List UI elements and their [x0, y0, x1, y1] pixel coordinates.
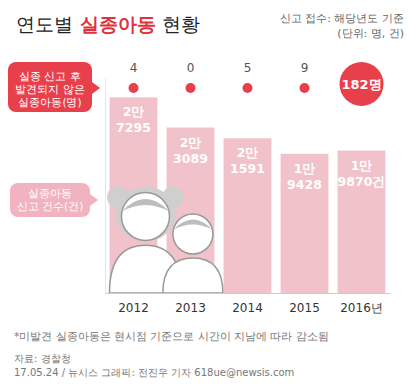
data-label: 9 — [301, 61, 309, 75]
text-line: 9428 — [287, 177, 322, 192]
tick-label: 2014 — [232, 301, 263, 315]
data-label: 2만1591 — [230, 145, 265, 176]
tick-label: 2012 — [118, 301, 149, 315]
hair — [173, 220, 213, 231]
text-line: 실종아동 — [28, 187, 72, 199]
text-line: 신고 건수(건) — [17, 200, 84, 212]
hair — [121, 199, 169, 212]
legend-pointer — [92, 82, 100, 94]
tick-label: 2015 — [289, 301, 320, 315]
text-line: 3089 — [173, 151, 208, 166]
head — [121, 192, 169, 240]
y-axis — [105, 79, 106, 294]
tick-label: 2016년 — [340, 301, 383, 315]
bars — [110, 97, 386, 293]
x-axis-line — [106, 293, 391, 294]
note: *미발견 실종아동은 현시점 기준으로 시간이 지남에 따라 감소됨 — [14, 330, 329, 342]
text-line: 2만 — [123, 104, 145, 119]
data-label: 1만9428 — [287, 161, 322, 192]
chart: 연도별 실종아동 현황신고 접수: 해당년도 기준(단위: 명, 건)20122… — [0, 0, 416, 389]
legend-pointer — [90, 194, 98, 206]
legend-box — [8, 62, 92, 112]
tick: 2015 — [289, 293, 320, 315]
y-axis-line — [105, 79, 106, 294]
dot — [340, 62, 384, 106]
text-line: 9870건 — [338, 174, 386, 189]
text-line: 2만 — [237, 145, 259, 160]
dot — [129, 83, 139, 93]
text-line: 1만 — [294, 161, 316, 176]
data-label: 0 — [187, 61, 195, 75]
tick-label: 2013 — [175, 301, 206, 315]
note: 자료: 경찰청 — [14, 353, 71, 364]
text-line: 발견되지 않은 — [15, 83, 84, 95]
head — [173, 214, 213, 254]
legend-box — [10, 183, 90, 217]
title-word: 실종아동 — [73, 13, 156, 35]
bar — [281, 154, 329, 293]
title-word: 연도별 — [16, 13, 73, 35]
dot — [243, 83, 253, 93]
legend-label: 실종아동신고 건수(건) — [17, 187, 84, 212]
body — [163, 258, 223, 293]
data-label: 1만9870건 — [338, 158, 386, 189]
dot — [300, 83, 310, 93]
illustration — [107, 186, 223, 293]
data-label: 2만7295 — [116, 104, 151, 135]
text-line: 신고 접수: 해당년도 기준 — [280, 12, 404, 25]
text-line: 7295 — [116, 120, 151, 135]
tick: 2014 — [232, 293, 263, 315]
data-label: 182명 — [341, 77, 381, 92]
bar — [224, 138, 272, 293]
title: 연도별 실종아동 현황 — [16, 13, 200, 35]
text-line: 실종아동(명) — [18, 96, 81, 108]
data-label: 5 — [244, 61, 252, 75]
text-line: 1591 — [230, 161, 265, 176]
title-word: 현황 — [156, 13, 200, 35]
x-axis: 2012 2013 2014 2015 2016년 — [106, 293, 391, 315]
text-line: (단위: 명, 건) — [337, 27, 404, 40]
background — [0, 0, 416, 389]
text-line: 1만 — [351, 158, 373, 173]
dot — [186, 83, 196, 93]
tick: 2016년 — [340, 293, 383, 315]
data-label: 4 — [130, 61, 138, 75]
note: 17.05.24 / 뉴시스 그래픽: 전진우 기자 618ue@newsis.… — [14, 367, 294, 378]
text-line: 실종 신고 후 — [19, 70, 81, 82]
tick: 2013 — [175, 293, 206, 315]
bar — [338, 151, 386, 293]
subtitle: 신고 접수: 해당년도 기준 (단위: 명, 건) — [280, 12, 404, 40]
tick: 2012 — [118, 293, 149, 315]
legend-label: 실종 신고 후발견되지 않은실종아동(명) — [15, 70, 84, 108]
text-line: 2만 — [180, 135, 202, 150]
data-label: 2만3089 — [173, 135, 208, 166]
